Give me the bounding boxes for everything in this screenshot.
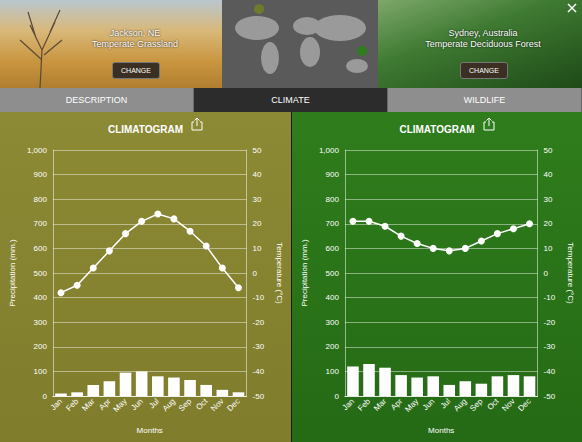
svg-text:-40: -40 [544,367,556,376]
svg-text:30: 30 [253,195,262,204]
svg-text:Nov: Nov [500,397,516,413]
svg-text:Jan: Jan [341,397,356,412]
svg-text:-20: -20 [544,318,556,327]
svg-text:-10: -10 [253,293,265,302]
svg-text:600: 600 [326,244,340,253]
svg-text:CLIMATOGRAM: CLIMATOGRAM [399,124,474,135]
html-text:CHANGE: CHANGE [121,67,151,74]
svg-text:1,000: 1,000 [27,146,48,155]
svg-text:0: 0 [544,269,549,278]
svg-text:1,000: 1,000 [319,146,340,155]
html-text:CLIMATE: CLIMATE [271,95,310,105]
svg-text:400: 400 [34,293,48,302]
svg-text:900: 900 [326,170,340,179]
svg-text:Jul: Jul [147,397,161,411]
svg-text:-10: -10 [544,293,556,302]
svg-text:Precipitation (mm.): Precipitation (mm.) [300,239,309,306]
svg-text:Dec: Dec [516,397,532,413]
svg-text:50: 50 [544,146,553,155]
svg-text:Sep: Sep [468,396,485,413]
svg-text:900: 900 [34,170,48,179]
svg-text:Apr: Apr [97,397,112,412]
svg-text:100: 100 [326,367,340,376]
svg-text:0: 0 [42,392,47,401]
svg-text:10: 10 [253,244,262,253]
svg-text:May: May [403,397,420,414]
html-text:Sydney, Australia: Sydney, Australia [448,28,518,38]
svg-text:Months: Months [428,426,454,435]
svg-text:500: 500 [34,269,48,278]
svg-text:-30: -30 [253,342,265,351]
svg-text:600: 600 [34,244,48,253]
svg-text:40: 40 [253,170,262,179]
svg-text:20: 20 [544,219,553,228]
svg-text:Apr: Apr [389,397,404,412]
svg-text:20: 20 [253,219,262,228]
svg-text:Months: Months [137,426,163,435]
svg-text:Jul: Jul [439,397,453,411]
html-text:Temperate Deciduous Forest: Temperate Deciduous Forest [425,39,541,49]
svg-text:100: 100 [34,367,48,376]
svg-text:800: 800 [34,195,48,204]
svg-text:10: 10 [544,244,553,253]
svg-text:Jun: Jun [421,397,436,412]
html-text:WILDLIFE: WILDLIFE [463,95,506,105]
svg-text:-20: -20 [253,318,265,327]
svg-text:40: 40 [544,170,553,179]
svg-text:Aug: Aug [452,397,468,413]
svg-text:Oct: Oct [194,396,210,412]
svg-text:700: 700 [34,219,48,228]
svg-text:400: 400 [326,293,340,302]
svg-text:Jan: Jan [49,397,64,412]
svg-text:May: May [112,397,129,414]
svg-text:Temperature (°C): Temperature (°C) [566,242,575,304]
svg-text:500: 500 [326,269,340,278]
svg-text:Nov: Nov [209,397,225,413]
svg-text:Oct: Oct [485,396,501,412]
svg-text:Feb: Feb [64,396,80,412]
html-text:Temperate Grassland: Temperate Grassland [92,39,178,49]
svg-text:300: 300 [34,318,48,327]
svg-text:Dec: Dec [225,397,241,413]
svg-text:Mar: Mar [80,397,96,413]
svg-text:700: 700 [326,219,340,228]
svg-text:200: 200 [326,342,340,351]
svg-text:300: 300 [326,318,340,327]
svg-text:Sep: Sep [177,396,194,413]
svg-text:-50: -50 [544,392,556,401]
svg-text:Feb: Feb [356,396,372,412]
svg-text:Temperature (°C): Temperature (°C) [275,242,284,304]
svg-text:0: 0 [253,269,258,278]
svg-text:Jun: Jun [129,397,144,412]
html-text:CHANGE: CHANGE [469,67,499,74]
svg-text:-50: -50 [253,392,265,401]
html-text:DESCRIPTION: DESCRIPTION [65,95,128,105]
svg-text:30: 30 [544,195,553,204]
svg-text:800: 800 [326,195,340,204]
html-text:Jackson, NE: Jackson, NE [109,28,161,38]
svg-text:Aug: Aug [161,397,177,413]
svg-text:200: 200 [34,342,48,351]
svg-text:-30: -30 [544,342,556,351]
svg-text:CLIMATOGRAM: CLIMATOGRAM [108,124,183,135]
svg-text:-40: -40 [253,367,265,376]
svg-text:Mar: Mar [372,397,388,413]
svg-text:50: 50 [253,146,262,155]
svg-text:0: 0 [334,392,339,401]
svg-text:Precipitation (mm.): Precipitation (mm.) [8,239,17,306]
